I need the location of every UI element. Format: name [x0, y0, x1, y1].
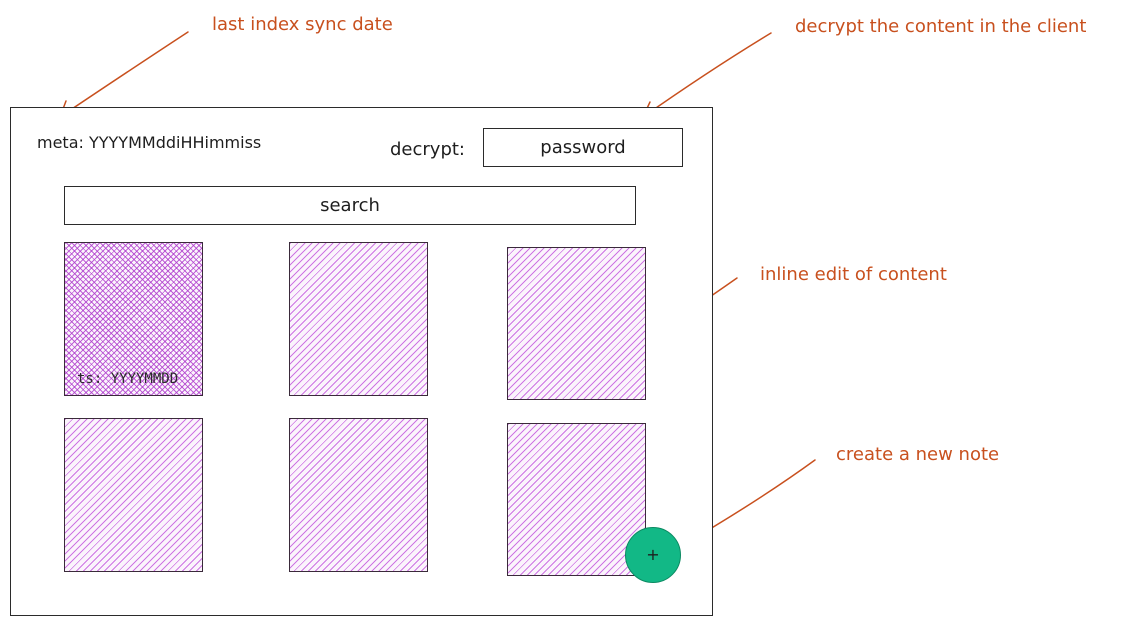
annotation-inline-edit: inline edit of content — [760, 264, 947, 285]
note-card-3[interactable] — [507, 247, 646, 400]
arrow-last-sync — [59, 31, 189, 118]
note-timestamp: ts: YYYYMMDD — [77, 371, 179, 387]
search-input[interactable] — [64, 186, 636, 225]
create-note-button[interactable]: + — [625, 527, 681, 583]
note-card-4[interactable] — [64, 418, 203, 572]
note-card-6[interactable] — [507, 423, 646, 576]
decrypt-label: decrypt: — [390, 139, 465, 160]
annotation-create-note: create a new note — [836, 444, 1000, 465]
annotation-decrypt: decrypt the content in the client — [795, 16, 1087, 37]
plus-icon: + — [646, 545, 660, 564]
password-input[interactable] — [483, 128, 683, 167]
arrow-decrypt — [642, 32, 772, 118]
note-card-5[interactable] — [289, 418, 428, 572]
meta-sync-text: meta: YYYYMMddiHHimmiss — [37, 133, 262, 152]
note-card-1[interactable]: ts: YYYYMMDD — [64, 242, 203, 396]
annotation-last-sync: last index sync date — [212, 14, 393, 35]
note-card-2[interactable] — [289, 242, 428, 396]
